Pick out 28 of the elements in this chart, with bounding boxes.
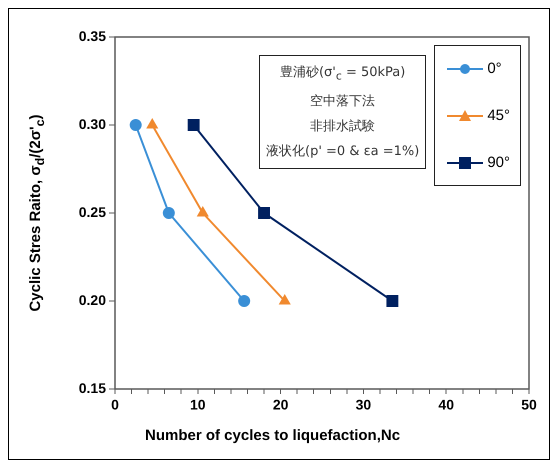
x-tick-label: 20 xyxy=(272,396,289,412)
point xyxy=(258,207,270,219)
x-tick-label: 50 xyxy=(521,396,537,412)
x-tick-label: 0 xyxy=(111,396,120,412)
point xyxy=(130,119,142,131)
point xyxy=(386,295,398,307)
point xyxy=(238,295,250,307)
legend-label: 90° xyxy=(487,154,510,171)
y-tick-label: 0.20 xyxy=(78,292,106,308)
y-tick-label: 0.25 xyxy=(78,204,106,220)
x-tick-label: 40 xyxy=(438,396,454,412)
point xyxy=(146,119,158,128)
x-tick-label: 10 xyxy=(190,396,206,412)
point xyxy=(162,207,175,219)
y-tick-label: 0.30 xyxy=(78,116,106,132)
annotation: 空中落下法 xyxy=(309,92,376,111)
annotation: 豊浦砂(σ'$_{c}$ = 50kPa) xyxy=(278,64,406,85)
y-tick-label: 0.35 xyxy=(78,28,106,44)
point xyxy=(197,207,208,216)
annotation: 非排水試験 xyxy=(309,118,376,136)
annotation: 液状化(p' =0 & εa =1%) xyxy=(266,142,420,161)
y-tick-label: 0.15 xyxy=(78,380,106,396)
point xyxy=(279,295,290,304)
x-axis-title: Number of cycles to liquefaction,Nc xyxy=(144,427,402,444)
legend-label: 0° xyxy=(487,60,502,77)
legend-label: 45° xyxy=(487,107,510,124)
x-tick-label: 30 xyxy=(356,396,372,412)
point xyxy=(188,119,200,131)
